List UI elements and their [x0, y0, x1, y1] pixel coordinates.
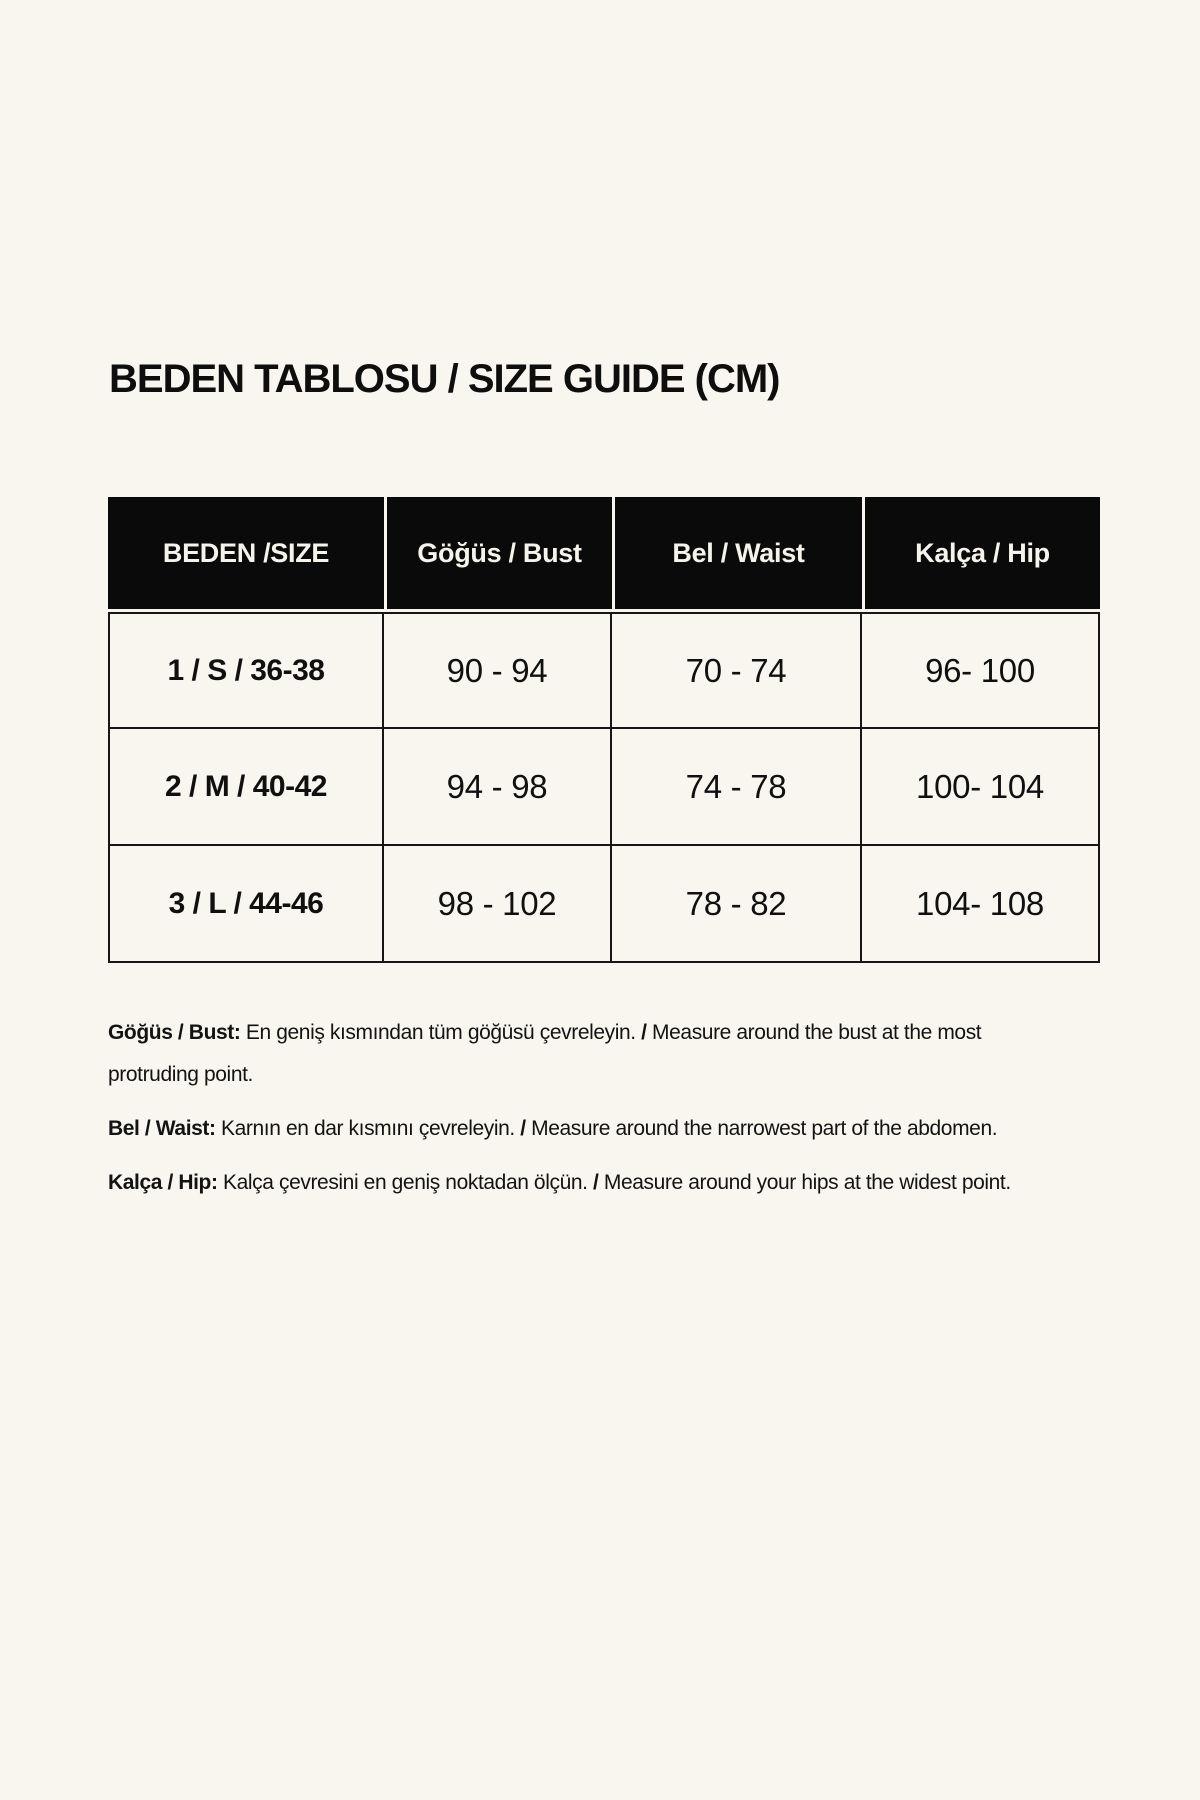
- note-bust-label: Göğüs / Bust:: [108, 1021, 241, 1044]
- header-cell-bust: Göğüs / Bust: [384, 497, 612, 612]
- note-hip-separator: /: [593, 1171, 599, 1194]
- note-waist: Bel / Waist: Karnın en dar kısmını çevre…: [108, 1108, 1023, 1150]
- cell-size: 1 / S / 36-38: [108, 612, 384, 729]
- cell-waist: 70 - 74: [612, 612, 862, 729]
- note-hip-turkish: Kalça çevresini en geniş noktadan ölçün.: [223, 1171, 588, 1194]
- note-waist-separator: /: [520, 1117, 526, 1140]
- note-hip-label: Kalça / Hip:: [108, 1171, 218, 1194]
- note-bust: Göğüs / Bust: En geniş kısmından tüm göğ…: [108, 1012, 1023, 1096]
- note-waist-english: Measure around the narrowest part of the…: [531, 1117, 998, 1140]
- page-title: BEDEN TABLOSU / SIZE GUIDE (CM): [109, 357, 780, 401]
- note-hip: Kalça / Hip: Kalça çevresini en geniş no…: [108, 1162, 1023, 1204]
- size-guide-table: BEDEN /SIZE Göğüs / Bust Bel / Waist Kal…: [108, 497, 1100, 963]
- note-waist-turkish: Karnın en dar kısmını çevreleyin.: [221, 1117, 515, 1140]
- cell-size: 2 / M / 40-42: [108, 729, 384, 846]
- note-bust-english: Measure around the bust at the most prot…: [108, 1021, 982, 1086]
- cell-size: 3 / L / 44-46: [108, 846, 384, 963]
- notes-section: Göğüs / Bust: En geniş kısmından tüm göğ…: [108, 1012, 1023, 1216]
- cell-hip: 100- 104: [862, 729, 1100, 846]
- table-header-row: BEDEN /SIZE Göğüs / Bust Bel / Waist Kal…: [108, 497, 1100, 612]
- table-row-l: 3 / L / 44-46 98 - 102 78 - 82 104- 108: [108, 846, 1100, 963]
- cell-hip: 96- 100: [862, 612, 1100, 729]
- header-cell-waist: Bel / Waist: [612, 497, 862, 612]
- header-cell-hip: Kalça / Hip: [862, 497, 1100, 612]
- note-waist-label: Bel / Waist:: [108, 1117, 216, 1140]
- note-bust-separator: /: [641, 1021, 647, 1044]
- header-cell-size: BEDEN /SIZE: [108, 497, 384, 612]
- cell-bust: 94 - 98: [384, 729, 612, 846]
- note-hip-english: Measure around your hips at the widest p…: [603, 1171, 1011, 1194]
- table-row-m: 2 / M / 40-42 94 - 98 74 - 78 100- 104: [108, 729, 1100, 846]
- cell-waist: 74 - 78: [612, 729, 862, 846]
- cell-bust: 90 - 94: [384, 612, 612, 729]
- table-row-s: 1 / S / 36-38 90 - 94 70 - 74 96- 100: [108, 612, 1100, 729]
- cell-bust: 98 - 102: [384, 846, 612, 963]
- cell-hip: 104- 108: [862, 846, 1100, 963]
- note-bust-turkish: En geniş kısmından tüm göğüsü çevreleyin…: [245, 1021, 636, 1044]
- cell-waist: 78 - 82: [612, 846, 862, 963]
